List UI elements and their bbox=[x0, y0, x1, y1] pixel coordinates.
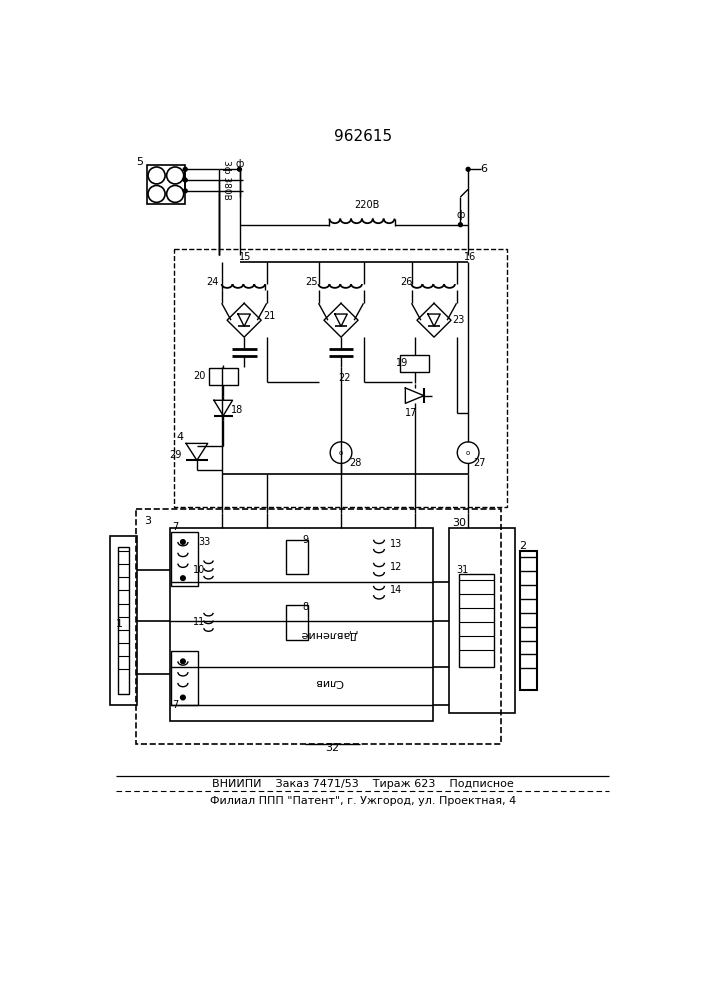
Text: ВНИИПИ    Заказ 7471/53    Тираж 623    Подписное: ВНИИПИ Заказ 7471/53 Тираж 623 Подписное bbox=[212, 779, 513, 789]
Bar bbox=[520, 551, 537, 690]
Text: 13: 13 bbox=[390, 539, 402, 549]
Bar bbox=[171, 532, 199, 586]
Text: 16: 16 bbox=[464, 252, 476, 262]
Circle shape bbox=[238, 167, 241, 171]
Bar bbox=[136, 509, 501, 744]
Text: 26: 26 bbox=[400, 277, 412, 287]
Text: 8: 8 bbox=[303, 602, 308, 612]
Text: 9: 9 bbox=[303, 535, 308, 545]
Circle shape bbox=[180, 695, 185, 700]
Text: 7: 7 bbox=[172, 700, 178, 710]
Text: ф: ф bbox=[235, 159, 244, 169]
Text: 30: 30 bbox=[452, 518, 467, 528]
Bar bbox=[449, 528, 515, 713]
Circle shape bbox=[183, 167, 187, 171]
Bar bbox=[118, 547, 129, 694]
Circle shape bbox=[458, 223, 462, 227]
Text: 21: 21 bbox=[263, 311, 275, 321]
Circle shape bbox=[466, 167, 470, 171]
Bar bbox=[209, 368, 238, 385]
Text: 6: 6 bbox=[480, 164, 487, 174]
Text: 22: 22 bbox=[339, 373, 351, 383]
Text: 31: 31 bbox=[457, 565, 469, 575]
Text: 25: 25 bbox=[305, 277, 318, 287]
Text: Филиал ППП "Патент", г. Ужгород, ул. Проектная, 4: Филиал ППП "Патент", г. Ужгород, ул. Про… bbox=[209, 796, 516, 806]
Text: 4: 4 bbox=[176, 432, 183, 442]
Text: 3ф 380В: 3ф 380В bbox=[222, 160, 230, 200]
Text: 15: 15 bbox=[239, 252, 251, 262]
Text: Слив: Слив bbox=[315, 677, 343, 687]
Text: 12: 12 bbox=[390, 562, 402, 572]
Text: 11: 11 bbox=[193, 617, 205, 627]
Text: 17: 17 bbox=[404, 408, 417, 418]
Bar bbox=[286, 605, 308, 640]
Text: Давление: Давление bbox=[300, 629, 357, 639]
Text: 32: 32 bbox=[325, 743, 339, 753]
Bar bbox=[459, 574, 493, 667]
Circle shape bbox=[183, 178, 187, 182]
Text: 10: 10 bbox=[193, 565, 205, 575]
Text: 3: 3 bbox=[144, 516, 151, 526]
Text: 14: 14 bbox=[390, 585, 402, 595]
Text: 962615: 962615 bbox=[334, 129, 392, 144]
Text: o: o bbox=[339, 450, 343, 456]
Bar bbox=[286, 540, 308, 574]
Text: 20: 20 bbox=[193, 371, 206, 381]
Text: 5: 5 bbox=[136, 157, 143, 167]
Text: 33: 33 bbox=[199, 537, 211, 547]
Bar bbox=[146, 165, 185, 204]
Text: 18: 18 bbox=[231, 405, 243, 415]
Text: 27: 27 bbox=[474, 458, 486, 468]
Bar bbox=[110, 536, 137, 705]
Circle shape bbox=[183, 189, 187, 193]
Circle shape bbox=[180, 659, 185, 664]
Text: 7: 7 bbox=[172, 522, 178, 532]
Text: 24: 24 bbox=[206, 277, 218, 287]
Circle shape bbox=[180, 576, 185, 580]
Bar bbox=[170, 528, 433, 721]
Text: 220В: 220В bbox=[355, 200, 380, 210]
Bar bbox=[400, 355, 429, 372]
Text: 28: 28 bbox=[349, 458, 361, 468]
Text: 2: 2 bbox=[519, 541, 526, 551]
Bar bbox=[174, 249, 507, 507]
Text: 29: 29 bbox=[169, 450, 182, 460]
Text: 19: 19 bbox=[396, 358, 409, 368]
Text: 23: 23 bbox=[452, 315, 465, 325]
Bar bbox=[171, 651, 199, 705]
Text: 1: 1 bbox=[116, 619, 123, 629]
Circle shape bbox=[180, 540, 185, 544]
Text: ф: ф bbox=[456, 210, 464, 220]
Text: o: o bbox=[466, 450, 470, 456]
